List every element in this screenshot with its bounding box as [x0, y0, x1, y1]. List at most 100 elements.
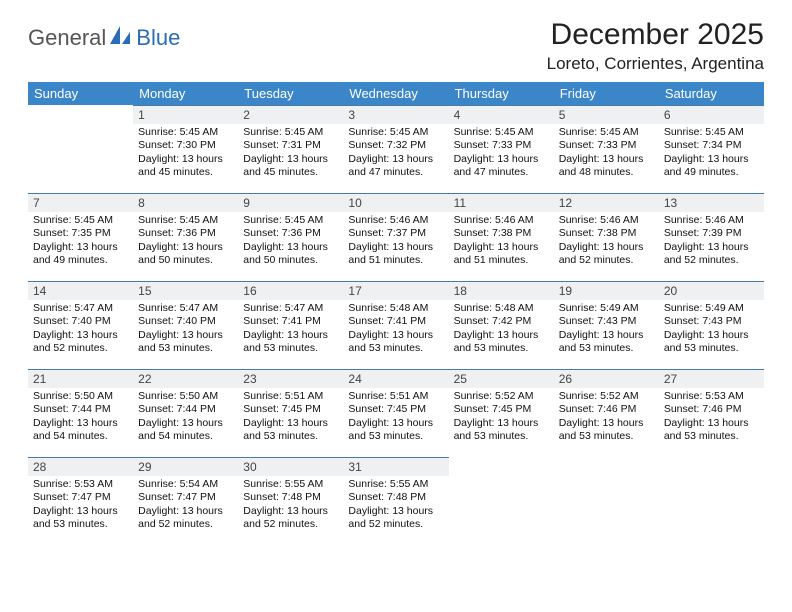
day-number: 16 [238, 282, 343, 300]
calendar-cell: 13Sunrise: 5:46 AMSunset: 7:39 PMDayligh… [659, 193, 764, 281]
calendar-cell [554, 457, 659, 545]
day-number: 31 [343, 458, 448, 476]
calendar-cell: 22Sunrise: 5:50 AMSunset: 7:44 PMDayligh… [133, 369, 238, 457]
day-info: Sunrise: 5:54 AMSunset: 7:47 PMDaylight:… [133, 476, 238, 540]
day-number: 12 [554, 194, 659, 212]
day-number: 22 [133, 370, 238, 388]
calendar-body: 1Sunrise: 5:45 AMSunset: 7:30 PMDaylight… [28, 105, 764, 545]
day-info: Sunrise: 5:48 AMSunset: 7:41 PMDaylight:… [343, 300, 448, 364]
logo-text-blue: Blue [136, 25, 180, 51]
day-info: Sunrise: 5:50 AMSunset: 7:44 PMDaylight:… [133, 388, 238, 452]
calendar-cell: 3Sunrise: 5:45 AMSunset: 7:32 PMDaylight… [343, 105, 448, 193]
calendar-cell: 27Sunrise: 5:53 AMSunset: 7:46 PMDayligh… [659, 369, 764, 457]
day-info: Sunrise: 5:51 AMSunset: 7:45 PMDaylight:… [343, 388, 448, 452]
day-cell: 29Sunrise: 5:54 AMSunset: 7:47 PMDayligh… [133, 457, 238, 545]
calendar-cell: 21Sunrise: 5:50 AMSunset: 7:44 PMDayligh… [28, 369, 133, 457]
day-info: Sunrise: 5:45 AMSunset: 7:34 PMDaylight:… [659, 124, 764, 188]
calendar-cell: 25Sunrise: 5:52 AMSunset: 7:45 PMDayligh… [449, 369, 554, 457]
day-number: 13 [659, 194, 764, 212]
day-number: 5 [554, 106, 659, 124]
day-info: Sunrise: 5:45 AMSunset: 7:32 PMDaylight:… [343, 124, 448, 188]
day-info: Sunrise: 5:45 AMSunset: 7:31 PMDaylight:… [238, 124, 343, 188]
day-cell: 27Sunrise: 5:53 AMSunset: 7:46 PMDayligh… [659, 369, 764, 457]
day-cell: 20Sunrise: 5:49 AMSunset: 7:43 PMDayligh… [659, 281, 764, 369]
day-info: Sunrise: 5:47 AMSunset: 7:40 PMDaylight:… [28, 300, 133, 364]
day-cell: 31Sunrise: 5:55 AMSunset: 7:48 PMDayligh… [343, 457, 448, 545]
calendar-cell: 15Sunrise: 5:47 AMSunset: 7:40 PMDayligh… [133, 281, 238, 369]
calendar-cell: 31Sunrise: 5:55 AMSunset: 7:48 PMDayligh… [343, 457, 448, 545]
day-cell: 30Sunrise: 5:55 AMSunset: 7:48 PMDayligh… [238, 457, 343, 545]
weekday-header: Sunday [28, 82, 133, 105]
day-info: Sunrise: 5:49 AMSunset: 7:43 PMDaylight:… [659, 300, 764, 364]
day-cell: 17Sunrise: 5:48 AMSunset: 7:41 PMDayligh… [343, 281, 448, 369]
day-cell: 10Sunrise: 5:46 AMSunset: 7:37 PMDayligh… [343, 193, 448, 281]
day-cell: 11Sunrise: 5:46 AMSunset: 7:38 PMDayligh… [449, 193, 554, 281]
calendar-cell: 20Sunrise: 5:49 AMSunset: 7:43 PMDayligh… [659, 281, 764, 369]
day-number: 20 [659, 282, 764, 300]
day-number: 2 [238, 106, 343, 124]
calendar-cell: 2Sunrise: 5:45 AMSunset: 7:31 PMDaylight… [238, 105, 343, 193]
calendar-week-row: 28Sunrise: 5:53 AMSunset: 7:47 PMDayligh… [28, 457, 764, 545]
day-number: 15 [133, 282, 238, 300]
day-number: 11 [449, 194, 554, 212]
weekday-header: Thursday [449, 82, 554, 105]
day-cell: 13Sunrise: 5:46 AMSunset: 7:39 PMDayligh… [659, 193, 764, 281]
day-number: 26 [554, 370, 659, 388]
calendar-cell: 7Sunrise: 5:45 AMSunset: 7:35 PMDaylight… [28, 193, 133, 281]
day-cell: 8Sunrise: 5:45 AMSunset: 7:36 PMDaylight… [133, 193, 238, 281]
day-info: Sunrise: 5:50 AMSunset: 7:44 PMDaylight:… [28, 388, 133, 452]
day-info: Sunrise: 5:52 AMSunset: 7:45 PMDaylight:… [449, 388, 554, 452]
day-info: Sunrise: 5:47 AMSunset: 7:40 PMDaylight:… [133, 300, 238, 364]
calendar-cell: 11Sunrise: 5:46 AMSunset: 7:38 PMDayligh… [449, 193, 554, 281]
day-cell: 22Sunrise: 5:50 AMSunset: 7:44 PMDayligh… [133, 369, 238, 457]
title-block: December 2025 Loreto, Corrientes, Argent… [547, 18, 764, 74]
weekday-header-row: SundayMondayTuesdayWednesdayThursdayFrid… [28, 82, 764, 105]
day-info: Sunrise: 5:55 AMSunset: 7:48 PMDaylight:… [343, 476, 448, 540]
day-number: 27 [659, 370, 764, 388]
calendar-cell: 8Sunrise: 5:45 AMSunset: 7:36 PMDaylight… [133, 193, 238, 281]
day-number: 4 [449, 106, 554, 124]
day-info: Sunrise: 5:53 AMSunset: 7:46 PMDaylight:… [659, 388, 764, 452]
day-info: Sunrise: 5:46 AMSunset: 7:37 PMDaylight:… [343, 212, 448, 276]
day-cell: 26Sunrise: 5:52 AMSunset: 7:46 PMDayligh… [554, 369, 659, 457]
header: General Blue December 2025 Loreto, Corri… [28, 18, 764, 74]
day-info: Sunrise: 5:52 AMSunset: 7:46 PMDaylight:… [554, 388, 659, 452]
day-number: 23 [238, 370, 343, 388]
calendar-cell: 10Sunrise: 5:46 AMSunset: 7:37 PMDayligh… [343, 193, 448, 281]
calendar-table: SundayMondayTuesdayWednesdayThursdayFrid… [28, 82, 764, 545]
day-cell: 18Sunrise: 5:48 AMSunset: 7:42 PMDayligh… [449, 281, 554, 369]
day-number: 19 [554, 282, 659, 300]
day-cell: 9Sunrise: 5:45 AMSunset: 7:36 PMDaylight… [238, 193, 343, 281]
day-cell: 7Sunrise: 5:45 AMSunset: 7:35 PMDaylight… [28, 193, 133, 281]
weekday-header: Monday [133, 82, 238, 105]
calendar-cell: 9Sunrise: 5:45 AMSunset: 7:36 PMDaylight… [238, 193, 343, 281]
weekday-header: Friday [554, 82, 659, 105]
calendar-cell: 30Sunrise: 5:55 AMSunset: 7:48 PMDayligh… [238, 457, 343, 545]
day-number: 30 [238, 458, 343, 476]
calendar-cell: 17Sunrise: 5:48 AMSunset: 7:41 PMDayligh… [343, 281, 448, 369]
calendar-week-row: 14Sunrise: 5:47 AMSunset: 7:40 PMDayligh… [28, 281, 764, 369]
calendar-cell: 29Sunrise: 5:54 AMSunset: 7:47 PMDayligh… [133, 457, 238, 545]
day-cell: 25Sunrise: 5:52 AMSunset: 7:45 PMDayligh… [449, 369, 554, 457]
day-cell: 15Sunrise: 5:47 AMSunset: 7:40 PMDayligh… [133, 281, 238, 369]
day-number: 18 [449, 282, 554, 300]
day-cell: 3Sunrise: 5:45 AMSunset: 7:32 PMDaylight… [343, 105, 448, 193]
day-cell: 21Sunrise: 5:50 AMSunset: 7:44 PMDayligh… [28, 369, 133, 457]
calendar-week-row: 7Sunrise: 5:45 AMSunset: 7:35 PMDaylight… [28, 193, 764, 281]
calendar-cell [449, 457, 554, 545]
day-info: Sunrise: 5:46 AMSunset: 7:38 PMDaylight:… [449, 212, 554, 276]
day-cell: 5Sunrise: 5:45 AMSunset: 7:33 PMDaylight… [554, 105, 659, 193]
calendar-cell [659, 457, 764, 545]
day-info: Sunrise: 5:49 AMSunset: 7:43 PMDaylight:… [554, 300, 659, 364]
calendar-cell: 24Sunrise: 5:51 AMSunset: 7:45 PMDayligh… [343, 369, 448, 457]
day-cell: 28Sunrise: 5:53 AMSunset: 7:47 PMDayligh… [28, 457, 133, 545]
location: Loreto, Corrientes, Argentina [547, 54, 764, 74]
day-cell: 14Sunrise: 5:47 AMSunset: 7:40 PMDayligh… [28, 281, 133, 369]
day-info: Sunrise: 5:55 AMSunset: 7:48 PMDaylight:… [238, 476, 343, 540]
day-cell: 19Sunrise: 5:49 AMSunset: 7:43 PMDayligh… [554, 281, 659, 369]
calendar-cell: 12Sunrise: 5:46 AMSunset: 7:38 PMDayligh… [554, 193, 659, 281]
weekday-header: Tuesday [238, 82, 343, 105]
calendar-cell: 1Sunrise: 5:45 AMSunset: 7:30 PMDaylight… [133, 105, 238, 193]
day-info: Sunrise: 5:45 AMSunset: 7:35 PMDaylight:… [28, 212, 133, 276]
day-cell: 23Sunrise: 5:51 AMSunset: 7:45 PMDayligh… [238, 369, 343, 457]
